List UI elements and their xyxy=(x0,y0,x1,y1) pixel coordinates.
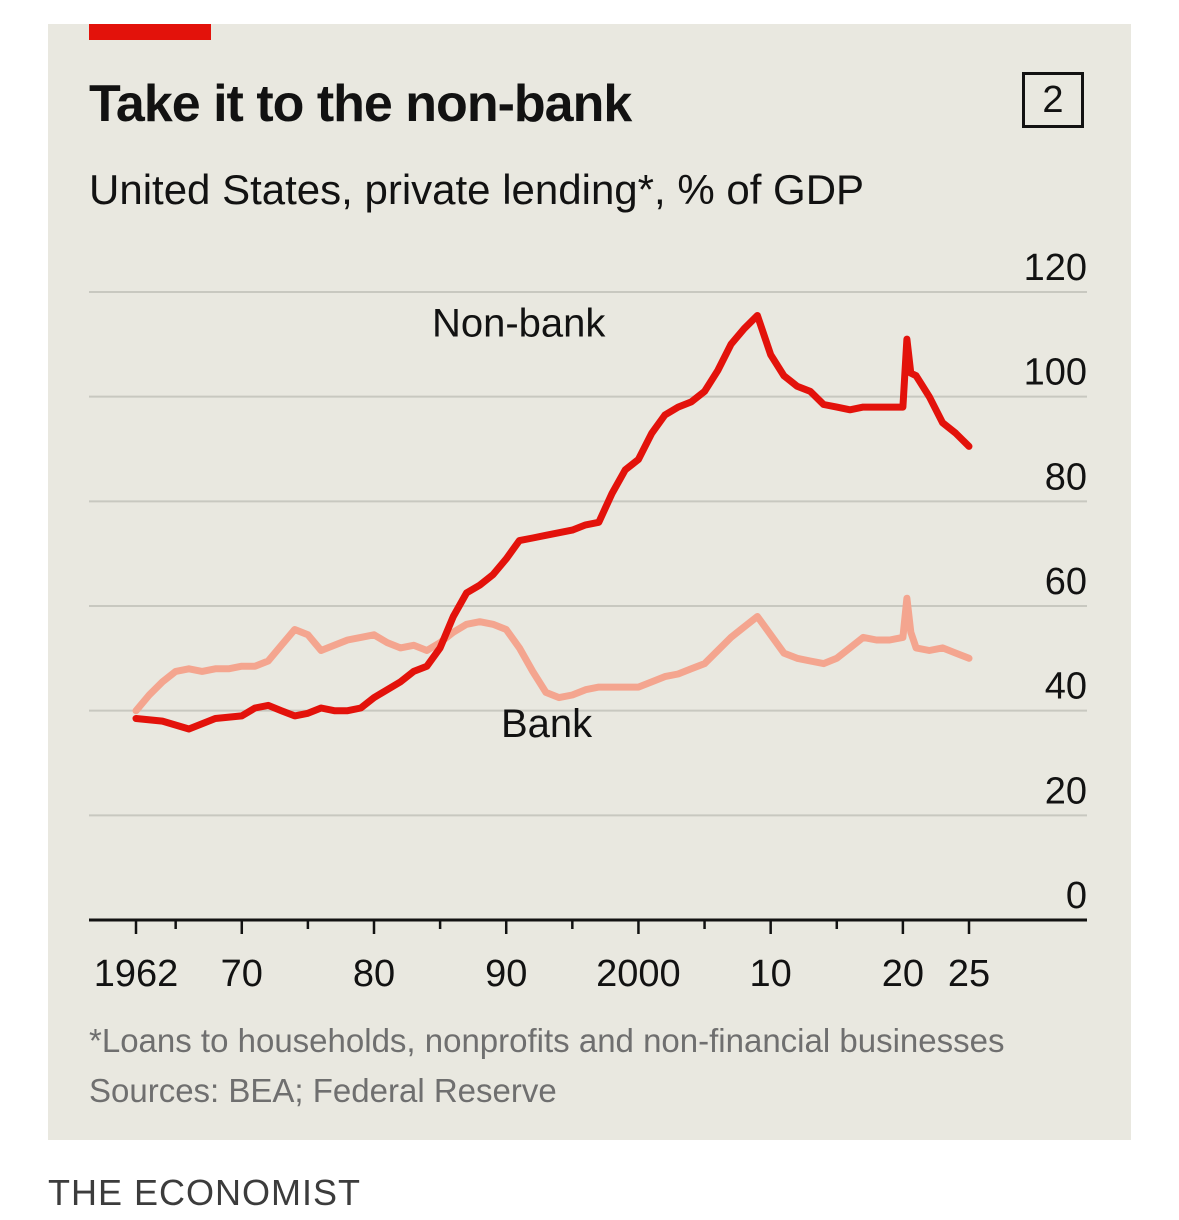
x-tick-label-10: 10 xyxy=(750,953,792,995)
chart-panel xyxy=(48,24,1131,1140)
x-tick-label-80: 80 xyxy=(353,953,395,995)
footnote: *Loans to households, nonprofits and non… xyxy=(89,1022,1005,1059)
x-tick-label-90: 90 xyxy=(485,953,527,995)
series-label-bank: Bank xyxy=(501,702,593,746)
y-tick-label-80: 80 xyxy=(1045,456,1087,498)
y-tick-label-100: 100 xyxy=(1024,352,1087,394)
y-tick-label-20: 20 xyxy=(1045,770,1087,812)
y-tick-label-60: 60 xyxy=(1045,561,1087,603)
chart-number-badge: 2 xyxy=(1022,72,1084,128)
x-tick-label-1962: 1962 xyxy=(94,953,179,995)
y-tick-label-40: 40 xyxy=(1045,666,1087,708)
series-line-non-bank xyxy=(132,312,973,733)
x-tick-label-2000: 2000 xyxy=(596,953,681,995)
sources-note: Sources: BEA; Federal Reserve xyxy=(89,1072,557,1109)
y-tick-label-120: 120 xyxy=(1024,247,1087,289)
x-tick-label-20: 20 xyxy=(882,953,924,995)
series-line-bank xyxy=(132,594,973,715)
publisher-brand: THE ECONOMIST xyxy=(48,1172,362,1213)
chart-subtitle: United States, private lending*, % of GD… xyxy=(89,166,865,213)
x-tick-label-70: 70 xyxy=(221,953,263,995)
y-tick-label-0: 0 xyxy=(1066,875,1087,917)
chart-title: Take it to the non-bank xyxy=(89,75,632,133)
series-label-non-bank: Non-bank xyxy=(432,301,606,345)
red-accent-tag xyxy=(89,24,211,40)
x-tick-label-25: 25 xyxy=(948,953,990,995)
